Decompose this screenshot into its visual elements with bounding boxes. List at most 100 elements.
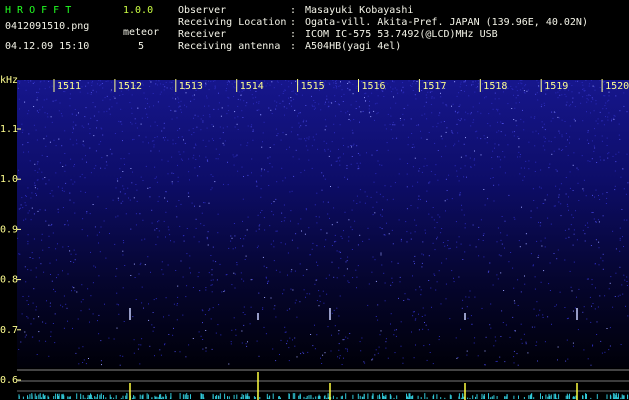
noise-dot: [347, 110, 349, 112]
trace-dot: [161, 398, 162, 399]
noise-dot: [74, 290, 76, 292]
noise-dot: [44, 126, 46, 128]
noise-dot: [390, 107, 392, 109]
noise-dot: [168, 334, 170, 335]
noise-dot: [464, 227, 466, 229]
noise-dot: [406, 241, 408, 243]
noise-dot: [412, 311, 414, 313]
noise-dot: [116, 178, 118, 180]
noise-dot: [291, 126, 293, 128]
noise-dot: [571, 214, 573, 216]
noise-dot: [242, 312, 244, 313]
noise-dot: [343, 275, 345, 277]
noise-dot: [432, 82, 434, 84]
noise-dot: [583, 190, 585, 192]
noise-dot: [445, 104, 447, 106]
noise-dot: [296, 316, 298, 318]
noise-dot: [574, 307, 576, 309]
noise-dot: [462, 259, 464, 260]
noise-dot: [38, 257, 40, 259]
noise-dot: [295, 149, 297, 151]
noise-dot: [179, 128, 181, 130]
noise-dot: [452, 103, 454, 105]
noise-dot: [241, 342, 243, 344]
noise-dot: [381, 90, 383, 92]
trace-dot: [90, 394, 92, 399]
noise-dot: [379, 334, 381, 336]
noise-dot: [500, 121, 502, 123]
noise-dot: [52, 232, 54, 234]
noise-dot: [308, 159, 310, 161]
noise-dot: [28, 295, 30, 297]
noise-dot: [287, 252, 289, 254]
noise-dot: [18, 349, 20, 350]
noise-dot: [474, 164, 476, 166]
noise-dot: [130, 228, 132, 230]
noise-dot: [114, 133, 116, 134]
noise-dot: [339, 295, 341, 297]
noise-dot: [252, 131, 254, 132]
noise-dot: [134, 80, 136, 82]
noise-dot: [477, 83, 479, 85]
time-tick-label: 1517: [422, 81, 446, 92]
noise-dot: [284, 217, 286, 219]
noise-dot: [298, 138, 300, 140]
noise-dot: [237, 129, 239, 130]
noise-dot: [205, 289, 207, 291]
noise-dot: [59, 162, 61, 164]
noise-dot: [192, 338, 194, 339]
noise-dot: [95, 266, 96, 268]
noise-dot: [494, 98, 496, 100]
noise-dot: [602, 268, 604, 270]
noise-dot: [305, 208, 307, 210]
noise-dot: [87, 235, 89, 237]
noise-dot: [331, 334, 332, 336]
noise-dot: [538, 85, 540, 87]
noise-dot: [178, 101, 180, 103]
trace-dot: [472, 395, 474, 399]
noise-dot: [612, 88, 614, 90]
noise-dot: [304, 138, 305, 140]
noise-dot: [165, 191, 167, 193]
noise-dot: [38, 168, 40, 170]
trace-dot: [113, 397, 115, 399]
noise-dot: [55, 99, 57, 101]
freq-tick-label: 1.0: [0, 174, 18, 185]
noise-dot: [436, 281, 438, 283]
noise-dot: [381, 215, 383, 217]
trace-dot: [184, 395, 186, 399]
noise-dot: [343, 339, 345, 341]
noise-dot: [582, 311, 584, 313]
noise-dot: [523, 90, 525, 92]
noise-dot: [518, 146, 520, 148]
noise-dot: [569, 187, 571, 189]
trace-dot: [55, 393, 57, 399]
noise-dot: [257, 245, 259, 247]
noise-dot: [281, 221, 283, 222]
noise-dot: [287, 274, 288, 276]
noise-dot: [544, 341, 546, 343]
noise-dot: [590, 364, 592, 366]
noise-dot: [20, 341, 22, 343]
noise-dot: [475, 80, 477, 82]
noise-dot: [463, 176, 465, 178]
noise-dot: [87, 123, 89, 125]
trace-dot: [18, 394, 20, 399]
noise-dot: [54, 313, 56, 315]
noise-dot: [169, 234, 171, 236]
noise-dot: [165, 297, 167, 299]
trace-dot: [481, 393, 483, 399]
noise-dot: [398, 219, 400, 221]
noise-dot: [217, 213, 219, 215]
noise-dot: [130, 168, 132, 169]
noise-dot: [547, 316, 549, 318]
noise-dot: [258, 225, 260, 227]
noise-dot: [313, 139, 315, 141]
noise-dot: [234, 81, 236, 83]
noise-dot: [340, 110, 342, 112]
noise-dot: [555, 185, 557, 187]
noise-dot: [198, 241, 200, 243]
noise-dot: [346, 268, 348, 270]
noise-dot: [368, 105, 370, 107]
noise-dot: [298, 158, 300, 160]
